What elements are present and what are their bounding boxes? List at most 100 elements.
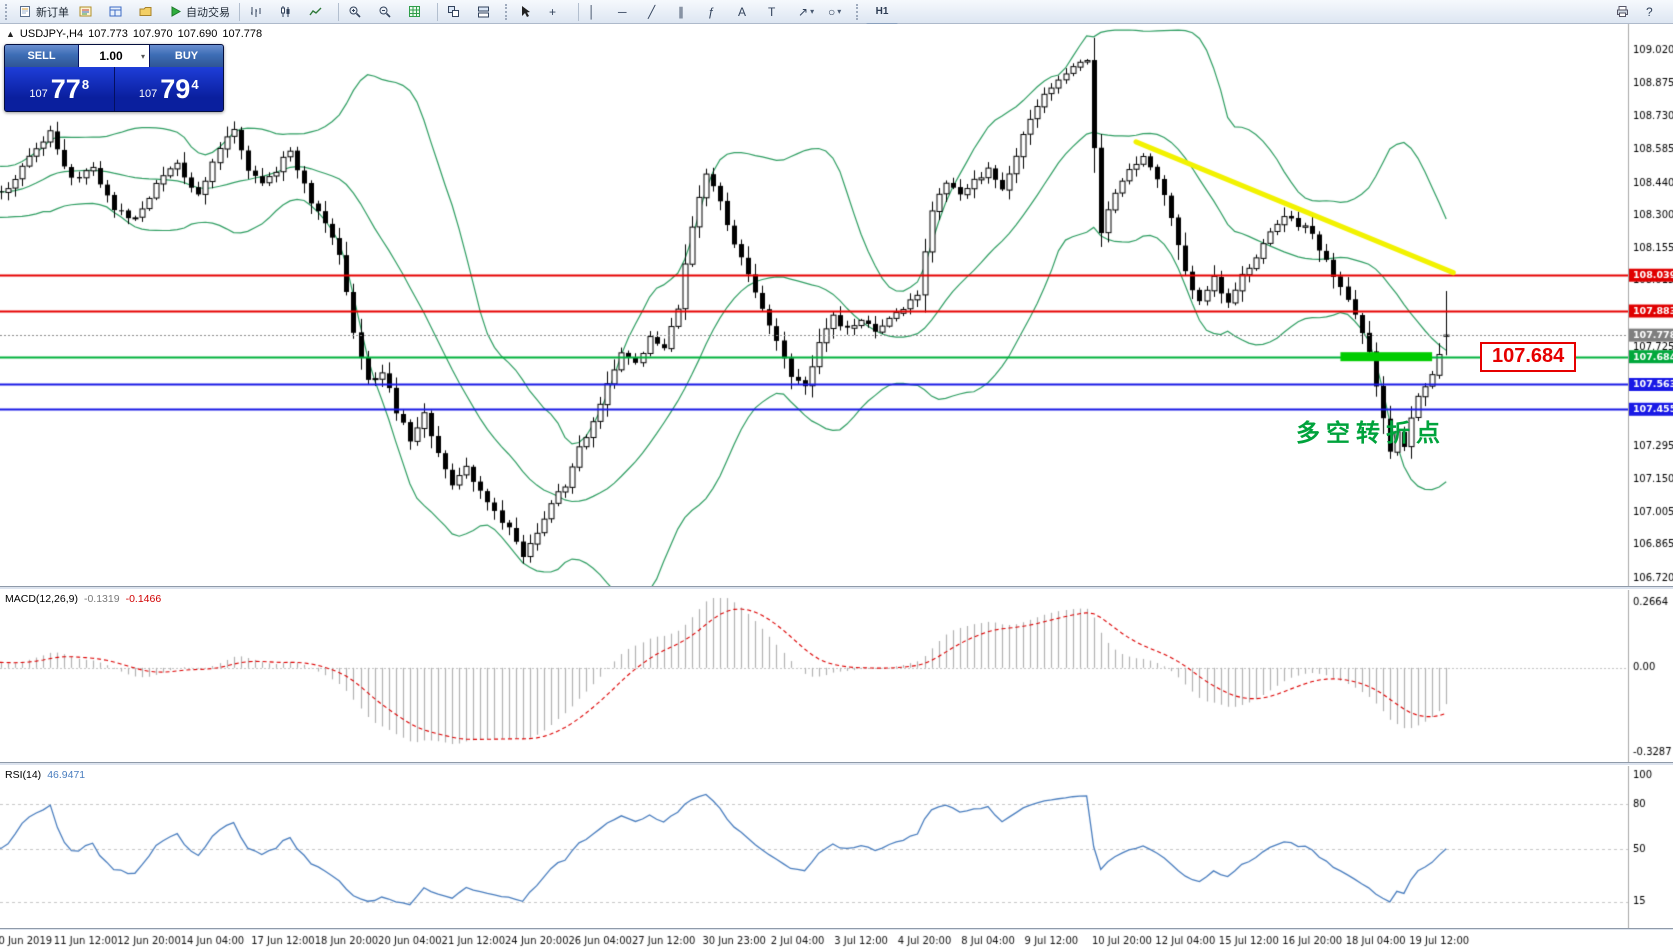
print-icon — [1616, 5, 1629, 18]
price-chart-canvas[interactable] — [0, 24, 1673, 586]
ohlc-high: 107.970 — [132, 28, 173, 40]
rsi-name: RSI(14) — [5, 769, 42, 781]
navigator-button[interactable] — [135, 1, 163, 23]
text-label-button[interactable]: T — [764, 1, 792, 23]
toolbar-separator — [239, 2, 240, 21]
sell-label: SELL — [27, 50, 56, 62]
ohlc-open: 107.773 — [88, 28, 128, 40]
sell-price-pip: 8 — [81, 76, 90, 92]
toolbar-grip — [856, 3, 862, 20]
candlestick-icon — [279, 5, 292, 18]
toolbar-grip — [505, 3, 511, 20]
vertical-line-button[interactable]: │ — [584, 1, 612, 23]
volume-input[interactable]: 1.00 ▾ — [78, 45, 150, 67]
trendline-icon: ╱ — [648, 4, 656, 19]
rsi-value: 46.9471 — [47, 769, 86, 781]
main-toolbar: 新订单 自动交易 — [0, 0, 1673, 105]
ohlc-low: 107.690 — [177, 28, 218, 40]
cursor-button[interactable] — [515, 1, 543, 23]
macd-main-value: -0.1319 — [83, 593, 120, 605]
crosshair-button[interactable]: + — [545, 1, 573, 23]
one-click-header: SELL 1.00 ▾ BUY — [5, 45, 223, 67]
rsi-indicator-label: RSI(14) 46.9471 — [5, 769, 85, 781]
fibonacci-button[interactable]: ƒ — [704, 1, 732, 23]
fibonacci-icon: ƒ — [708, 4, 715, 19]
channel-icon: ∥ — [678, 4, 684, 19]
chart-ohlc-header: ▲ USDJPY-,H4 107.773 107.970 107.690 107.778 — [6, 28, 267, 40]
text-button[interactable]: A — [734, 1, 762, 23]
time-axis-canvas[interactable] — [0, 931, 1673, 951]
chevron-down-icon: ▾ — [140, 51, 145, 61]
zoom-in-button[interactable] — [344, 1, 372, 23]
new-order-label: 新订单 — [36, 6, 69, 19]
chevron-down-icon: ▾ — [837, 7, 842, 16]
ohlc-close: 107.778 — [222, 28, 263, 40]
macd-name: MACD(12,26,9) — [5, 593, 78, 605]
buy-label: BUY — [174, 50, 199, 62]
market-watch-button[interactable] — [75, 1, 103, 23]
macd-signal-value: -0.1466 — [125, 593, 162, 605]
sell-price-base: 107 — [29, 88, 48, 100]
chevron-down-icon: ▾ — [810, 7, 815, 16]
arrows-button[interactable]: ↗ ▾ — [794, 1, 822, 23]
bar-chart-button[interactable] — [245, 1, 273, 23]
buy-button[interactable]: BUY — [150, 45, 223, 67]
zoom-in-icon — [348, 5, 361, 18]
timeframe-h1-button[interactable]: H1 — [875, 6, 889, 17]
tile-windows-icon — [447, 5, 460, 18]
help-button[interactable]: ? — [1642, 1, 1670, 23]
line-chart-button[interactable] — [305, 1, 333, 23]
panel-separator[interactable] — [0, 586, 1673, 590]
help-icon: ? — [1646, 4, 1653, 19]
sell-price-button[interactable]: 107 77 8 — [5, 67, 115, 111]
zoom-out-icon — [378, 5, 391, 18]
print-button[interactable] — [1612, 1, 1640, 23]
toolbar-separator — [338, 2, 339, 21]
price-level-label: 107.684 — [1480, 342, 1577, 372]
rsi-panel-canvas[interactable] — [0, 766, 1673, 928]
toolbar-separator — [578, 2, 579, 21]
new-order-icon — [19, 5, 32, 18]
sell-button[interactable]: SELL — [5, 45, 78, 67]
bar-chart-icon — [249, 5, 262, 18]
panel-separator — [0, 928, 1673, 931]
channel-button[interactable]: ∥ — [674, 1, 702, 23]
horizontal-line-button[interactable]: ─ — [614, 1, 642, 23]
crosshair-icon: + — [549, 4, 557, 19]
navigator-icon — [139, 5, 152, 18]
data-window-button[interactable] — [105, 1, 133, 23]
new-order-button[interactable]: 新订单 — [15, 1, 73, 23]
shapes-button[interactable]: ○ ▾ — [824, 1, 852, 23]
volume-value: 1.00 — [99, 49, 123, 63]
data-window-icon — [109, 5, 122, 18]
one-click-toggle-icon[interactable]: ▲ — [6, 29, 15, 39]
toolbar-separator — [437, 2, 438, 21]
symbol-name: USDJPY-,H4 — [19, 28, 84, 40]
one-click-trading-panel: SELL 1.00 ▾ BUY 107 77 8 107 79 4 — [4, 44, 224, 112]
macd-indicator-label: MACD(12,26,9) -0.1319 -0.1466 — [5, 593, 161, 605]
cascade-windows-icon — [477, 5, 490, 18]
autotrading-button[interactable]: 自动交易 — [165, 1, 234, 23]
trendline-button[interactable]: ╱ — [644, 1, 672, 23]
text-label-icon: T — [768, 4, 776, 19]
buy-price-pip: 4 — [191, 76, 199, 92]
chart-grid-button[interactable] — [404, 1, 432, 23]
candlestick-chart-button[interactable] — [275, 1, 303, 23]
toolbar-grip — [5, 3, 11, 20]
grid-icon — [408, 5, 421, 18]
cursor-arrow-icon — [519, 5, 532, 18]
shapes-icon: ○ — [828, 4, 836, 19]
horizontal-line-icon: ─ — [618, 4, 627, 19]
buy-price-button[interactable]: 107 79 4 — [114, 67, 223, 111]
sell-price-big: 77 — [50, 73, 81, 104]
buy-price-big: 79 — [160, 73, 191, 104]
autotrading-play-icon — [169, 5, 182, 18]
market-watch-icon — [79, 5, 92, 18]
macd-panel-canvas[interactable] — [0, 590, 1673, 762]
text-icon: A — [738, 4, 747, 19]
zoom-out-button[interactable] — [374, 1, 402, 23]
cascade-windows-button[interactable] — [473, 1, 501, 23]
tile-windows-button[interactable] — [443, 1, 471, 23]
autotrading-label: 自动交易 — [186, 6, 230, 19]
panel-separator[interactable] — [0, 762, 1673, 766]
